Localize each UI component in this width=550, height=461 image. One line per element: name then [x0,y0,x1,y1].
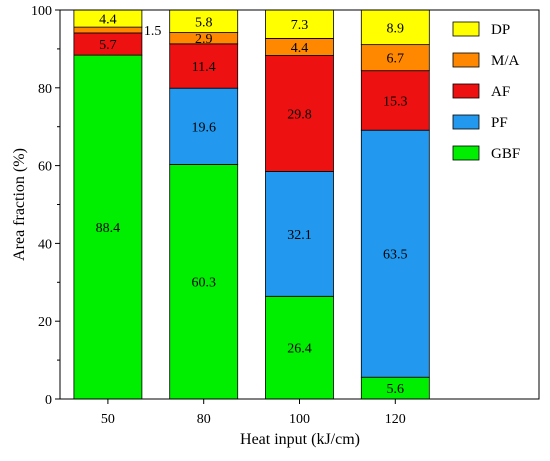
y-tick-label: 80 [38,82,52,97]
data-label: 5.8 [195,15,213,30]
data-label: 32.1 [287,228,312,243]
bar-segment-pf-100 [265,171,334,297]
data-label: 2.9 [195,32,213,47]
data-label: 5.6 [387,382,405,397]
data-label: 60.3 [191,276,216,291]
legend-label: GBF [491,146,520,162]
bar-segment-ma-120 [360,44,430,72]
x-tick-label: 50 [101,412,115,427]
legend-label: AF [491,84,510,100]
y-tick-label: 60 [38,160,52,175]
data-label: 6.7 [387,52,405,67]
data-label: 26.4 [287,342,312,357]
legend-swatch-pf [452,114,480,130]
data-label: 1.5 [144,24,162,39]
legend-swatch-af [452,83,480,99]
data-label: 15.3 [383,94,408,109]
legend-swatch-gbf [452,145,480,161]
x-tick-label: 120 [385,412,406,427]
bar-segment-dp-100 [265,9,334,39]
data-label: 11.4 [192,60,216,75]
data-label: 63.5 [383,248,408,263]
bar-segment-ma-50 [73,26,143,34]
bars-layer [73,9,430,400]
x-tick-label: 80 [197,412,211,427]
data-label: 4.4 [291,41,309,56]
y-tick-label: 100 [31,4,52,19]
data-label: 5.7 [99,38,117,53]
bar-segment-gbf-100 [265,295,334,400]
legend-label: M/A [491,53,520,69]
bar-segment-af-100 [265,55,334,172]
bar-segment-pf-80 [169,87,239,165]
data-label: 8.9 [387,21,405,36]
legend-label: PF [491,115,508,131]
bar-labels-layer: 88.4 5.7 1.5 4.4 60.3 19.6 11.4 2.9 5.8 26.4 32.1 2… [96,13,408,398]
data-label: 29.8 [287,107,312,122]
x-tick-label: 100 [289,412,310,427]
legend: DP M/A AF PF GBF [452,21,520,162]
legend-swatch-ma [452,52,480,68]
x-axis: 50 80 100 120 [101,399,406,427]
y-tick-label: 40 [38,237,52,252]
x-axis-label: Heat input (kJ/cm) [240,431,360,448]
bar-segment-pf-120 [360,129,430,378]
y-axis: 0 20 40 60 80 100 [31,4,60,408]
legend-swatch-dp [452,21,480,37]
y-tick-label: 20 [38,315,52,330]
y-axis-label: Area fraction (%) [11,148,28,261]
data-label: 7.3 [291,18,309,33]
data-label: 88.4 [96,221,121,236]
bar-segment-gbf-80 [169,164,239,400]
data-label: 19.6 [191,120,216,135]
data-label: 4.4 [99,13,117,28]
legend-label: DP [491,22,510,38]
y-tick-label: 0 [45,393,52,408]
bar-segment-gbf-50 [73,54,143,400]
bar-segment-af-120 [360,70,430,131]
